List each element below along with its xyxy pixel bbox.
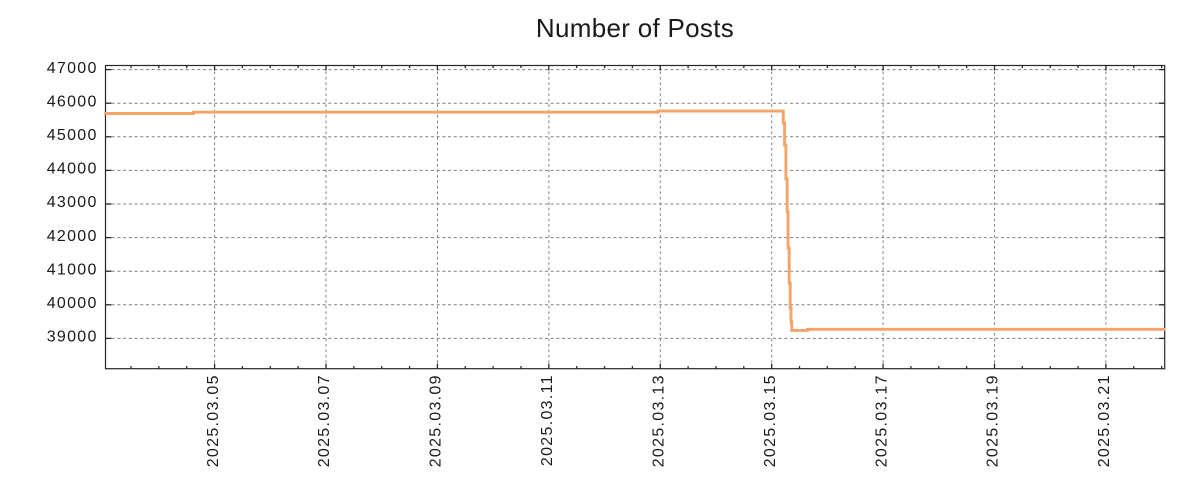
svg-text:2025.03.15: 2025.03.15 <box>762 374 779 467</box>
svg-text:2025.03.09: 2025.03.09 <box>428 374 445 467</box>
svg-text:43000: 43000 <box>47 194 98 211</box>
svg-text:44000: 44000 <box>47 161 98 178</box>
svg-text:2025.03.21: 2025.03.21 <box>1096 374 1113 467</box>
svg-text:Number of Posts: Number of Posts <box>536 13 734 43</box>
svg-text:2025.03.19: 2025.03.19 <box>985 374 1002 467</box>
svg-text:46000: 46000 <box>47 93 98 110</box>
svg-text:2025.03.05: 2025.03.05 <box>205 374 222 467</box>
svg-text:2025.03.07: 2025.03.07 <box>316 374 333 467</box>
svg-text:2025.03.13: 2025.03.13 <box>651 374 668 467</box>
svg-text:40000: 40000 <box>47 295 98 312</box>
svg-text:2025.03.11: 2025.03.11 <box>539 374 556 466</box>
svg-text:41000: 41000 <box>47 261 98 278</box>
svg-text:2025.03.17: 2025.03.17 <box>873 374 890 467</box>
svg-text:45000: 45000 <box>47 127 98 144</box>
svg-text:39000: 39000 <box>47 329 98 346</box>
svg-text:42000: 42000 <box>47 228 98 245</box>
svg-text:47000: 47000 <box>47 60 98 77</box>
